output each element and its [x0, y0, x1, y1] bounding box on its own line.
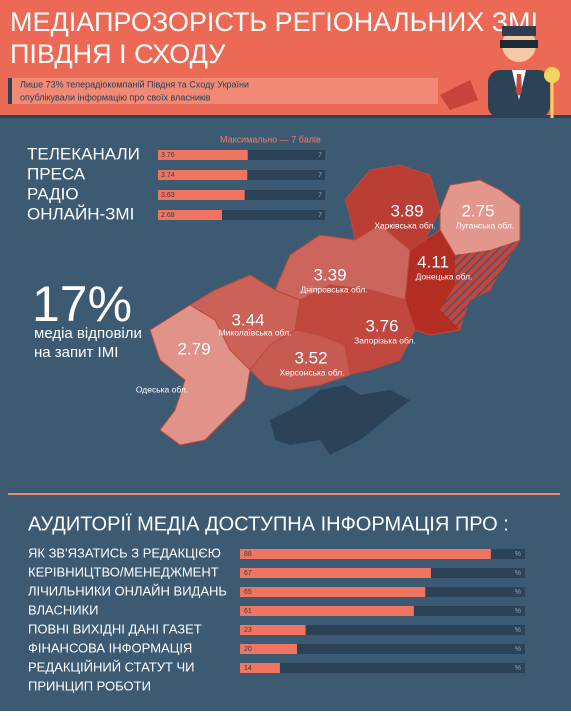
bar-value: 3.63: [161, 192, 175, 199]
score-label: РАДІО: [27, 184, 79, 203]
subtitle-accent: [8, 78, 12, 104]
subtitle: Лише 73% телерадіокомпаній Півдня та Схо…: [20, 79, 249, 89]
bar: [158, 150, 248, 160]
stat-text: медіа відповіли: [34, 325, 142, 342]
occupied-area: [440, 240, 520, 330]
title: МЕДІАПРОЗОРІСТЬ РЕГІОНАЛЬНИХ ЗМІ: [10, 7, 538, 37]
item-label: ПРИНЦИП РОБОТИ: [28, 678, 151, 693]
bar-max: 7: [318, 172, 322, 179]
region-value: 3.39: [313, 265, 346, 284]
region-value: 2.75: [461, 201, 494, 220]
region-name: Харківська обл.: [374, 220, 435, 230]
region-name: Херсонська обл.: [279, 367, 344, 377]
bar-max: 7: [318, 192, 322, 199]
subtitle-box: [8, 78, 438, 104]
bar: [158, 190, 245, 200]
bar: [240, 606, 414, 616]
region-value: 3.89: [390, 201, 423, 220]
bar-value: 3.76: [161, 152, 175, 159]
bar-value: 20: [244, 646, 252, 653]
bar: [240, 644, 297, 654]
region: [249, 329, 351, 391]
region-value: 3.76: [365, 316, 398, 335]
crimea: [270, 385, 410, 455]
score-label: ОНЛАЙН-ЗМІ: [27, 204, 134, 223]
item-label: КЕРІВНИЦТВО/МЕНЕДЖМЕНТ: [28, 564, 219, 579]
score-label: ТЕЛЕКАНАЛИ: [27, 144, 140, 163]
bar-value: 67: [244, 570, 252, 577]
score-label: ПРЕСА: [27, 164, 86, 183]
bar-value: 88: [244, 551, 252, 558]
item-label: ФІНАНСОВА ІНФОРМАЦІЯ: [28, 640, 192, 655]
bar-value: 65: [244, 589, 252, 596]
bar: [158, 170, 248, 180]
bar-value: 61: [244, 608, 252, 615]
bar: [240, 587, 426, 597]
bar-unit: %: [515, 551, 521, 558]
item-label: ЯК ЗВ'ЯЗАТИСЬ З РЕДАКЦІЄЮ: [28, 545, 221, 560]
bar-unit: %: [515, 589, 521, 596]
bar: [158, 210, 222, 220]
region-name: Дніпровська обл.: [300, 284, 367, 294]
bar-track: [240, 644, 525, 654]
bar-unit: %: [515, 627, 521, 634]
bar: [240, 568, 431, 578]
region-name: Одеська обл.: [136, 384, 188, 394]
item-label: РЕДАКЦІЙНИЙ СТАТУТ ЧИ: [28, 659, 195, 674]
region-value: 4.11: [417, 252, 449, 271]
region-value: 3.52: [294, 348, 327, 367]
region-name: Донецька обл.: [416, 271, 473, 281]
bar-value: 3.74: [161, 172, 175, 179]
section-title: АУДИТОРІЇ МЕДІА ДОСТУПНА ІНФОРМАЦІЯ ПРО …: [28, 513, 509, 535]
item-label: ВЛАСНИКИ: [28, 602, 98, 617]
region-name: Луганська обл.: [456, 220, 514, 230]
subtitle: опублікували інформацію про своїх власни…: [20, 92, 211, 102]
stat-text: на запит ІМІ: [34, 344, 118, 361]
region-value: 3.44: [231, 310, 264, 329]
bar-track: [158, 210, 325, 220]
region: [149, 304, 251, 446]
bar-track: [240, 625, 525, 635]
bar-unit: %: [515, 570, 521, 577]
bar-unit: %: [515, 608, 521, 615]
header-edge: [0, 115, 571, 118]
bar: [240, 663, 280, 673]
scores-note: Максимально — 7 балів: [220, 134, 321, 144]
bar-max: 7: [318, 212, 322, 219]
bar-track: [240, 663, 525, 673]
title: ПІВДНЯ І СХОДУ: [10, 39, 226, 69]
bar-value: 14: [244, 665, 252, 672]
man-icon: [440, 26, 560, 118]
bar-max: 7: [318, 152, 322, 159]
item-label: ЛІЧИЛЬНИКИ ОНЛАЙН ВИДАНЬ: [28, 583, 227, 598]
region-value: 2.79: [177, 339, 210, 358]
region-name: Миколаївська обл.: [219, 327, 292, 337]
stat-value: 17%: [32, 276, 132, 332]
region-name: Запорізька обл.: [354, 335, 416, 345]
bar-value: 23: [244, 627, 252, 634]
item-label: ПОВНІ ВИХІДНІ ДАНІ ГАЗЕТ: [28, 621, 202, 636]
bar-value: 2.68: [161, 212, 175, 219]
bar: [240, 549, 491, 559]
bar-unit: %: [515, 665, 521, 672]
bar-unit: %: [515, 646, 521, 653]
bar: [240, 625, 306, 635]
